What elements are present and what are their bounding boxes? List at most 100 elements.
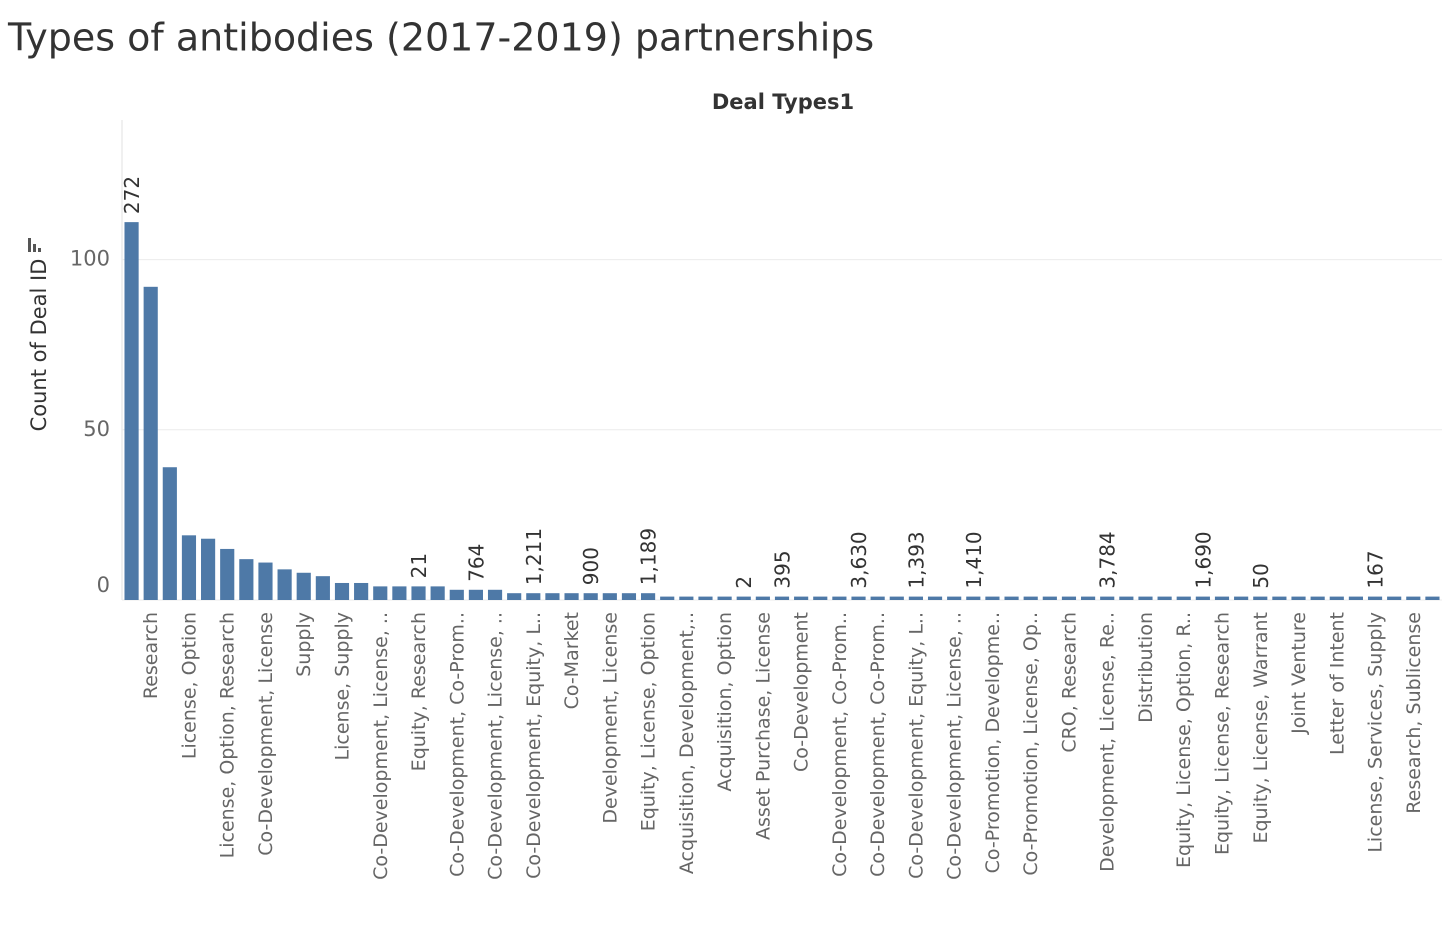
bar	[947, 596, 962, 600]
sort-icon-bar[interactable]	[38, 248, 41, 252]
bar	[1004, 596, 1019, 600]
x-tick-label: Acquisition, Option	[714, 612, 736, 792]
bar	[468, 589, 483, 600]
bar	[181, 535, 197, 600]
x-tick-label: Co-Development, Equity, L..	[905, 612, 927, 879]
x-tick-label: Development, License	[599, 612, 621, 824]
bar	[660, 596, 675, 600]
x-tick-label: License, Option, Research	[217, 612, 239, 858]
bar	[1100, 596, 1115, 600]
y-tick-label: 50	[83, 417, 110, 441]
x-tick-label: License, Services, Supply	[1365, 612, 1387, 853]
bar	[373, 586, 388, 600]
y-tick-label: 0	[97, 573, 110, 597]
bar	[411, 586, 426, 600]
bar	[1348, 596, 1363, 600]
bar	[602, 593, 617, 600]
bar	[927, 596, 943, 600]
bar-label: 272	[120, 176, 144, 214]
x-tick-label: Co-Promotion, Developme..	[982, 612, 1004, 873]
x-tick-label: Equity, License, Research	[1212, 612, 1234, 855]
bar	[1329, 596, 1344, 600]
bar-label: 900	[579, 547, 603, 585]
bar	[201, 538, 216, 600]
x-tick-label: Co-Development, License, ..	[485, 612, 507, 880]
bar	[1042, 596, 1057, 600]
bar-label: 1,410	[962, 531, 986, 588]
bar	[698, 596, 713, 600]
bar	[1119, 596, 1134, 600]
bar	[621, 593, 637, 600]
bar	[870, 596, 885, 600]
x-tick-label: Research	[140, 612, 162, 699]
bar	[430, 586, 445, 600]
bar	[736, 596, 751, 600]
bar	[315, 576, 330, 600]
x-tick-label: Co-Development, License	[255, 612, 277, 856]
bar	[1234, 596, 1249, 600]
bar	[1195, 596, 1210, 600]
bar	[1272, 596, 1287, 600]
x-tick-label: Co-Development, License, ..	[944, 612, 966, 880]
x-tick-label: Co-Market	[561, 612, 583, 709]
y-tick-label: 100	[70, 247, 110, 271]
bar	[1138, 596, 1153, 600]
bar-label: 3,784	[1096, 531, 1120, 588]
sort-icon[interactable]	[28, 238, 41, 252]
x-tick-label: Distribution	[1135, 612, 1157, 723]
bar	[220, 548, 235, 600]
bar	[813, 596, 828, 600]
bar-label: 395	[771, 550, 795, 588]
x-tick-label: License, Option	[178, 612, 200, 759]
x-tick-label: Equity, Research	[408, 612, 430, 771]
bar	[334, 582, 350, 600]
x-tick-label: Equity, License, Option, R..	[1173, 612, 1195, 868]
bar	[1367, 596, 1383, 600]
bar	[641, 593, 656, 600]
bar	[239, 559, 254, 600]
column-header: Deal Types1	[712, 90, 854, 114]
bar	[1310, 596, 1325, 600]
bar	[966, 596, 981, 600]
bar-label: 1,393	[904, 531, 928, 588]
bar-label: 3,630	[847, 531, 871, 588]
x-tick-label: Letter of Intent	[1326, 612, 1348, 755]
x-tick-label: Co-Development, Co-Prom..	[829, 612, 851, 877]
bar-label: 764	[464, 544, 488, 582]
x-tick-label: Co-Development, Co-Prom..	[867, 612, 889, 877]
x-tick-label: Supply	[293, 612, 315, 677]
bar	[526, 593, 541, 600]
bar	[1081, 596, 1096, 600]
bar	[794, 596, 809, 600]
bar	[1406, 596, 1421, 600]
bar	[143, 286, 158, 600]
bar	[564, 593, 579, 600]
bar-label: 1,690	[1191, 531, 1215, 588]
x-tick-label: CRO, Research	[1058, 612, 1080, 753]
x-tick-label: Development, License, Re..	[1097, 612, 1119, 872]
bar-label: 1,211	[522, 528, 546, 585]
bar	[1157, 596, 1172, 600]
bar	[717, 596, 732, 600]
bar	[1253, 596, 1268, 600]
bar	[889, 596, 904, 600]
x-tick-label: Co-Development, Co-Prom..	[446, 612, 468, 877]
bar-label: 50	[1249, 563, 1273, 588]
bar	[755, 596, 770, 600]
x-tick-label: Co-Promotion, License, Op..	[1020, 612, 1042, 876]
bar	[1425, 596, 1440, 600]
bar	[985, 596, 1000, 600]
bar	[392, 586, 407, 600]
bar	[296, 572, 311, 600]
bar	[258, 562, 273, 600]
y-axis-title: Count of Deal ID	[27, 259, 51, 432]
bar-label: 21	[407, 553, 431, 578]
bar	[1023, 596, 1038, 600]
chart-title: Types of antibodies (2017-2019) partners…	[7, 16, 874, 60]
sort-icon-bar[interactable]	[33, 244, 36, 252]
sort-icon-bar[interactable]	[28, 238, 31, 252]
bar	[545, 593, 560, 600]
bar	[277, 569, 292, 600]
bar-label: 1,189	[637, 528, 661, 585]
bar-label: 2	[732, 576, 756, 589]
